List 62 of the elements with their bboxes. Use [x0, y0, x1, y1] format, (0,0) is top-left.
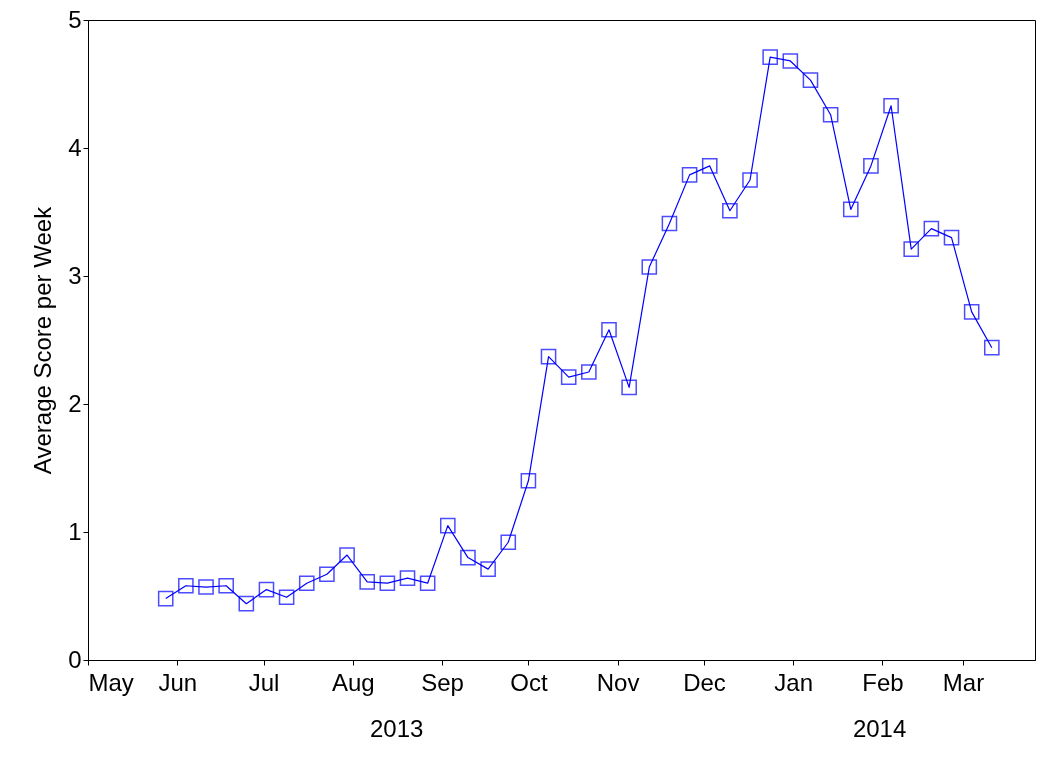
point [399, 570, 416, 586]
x-tick-label: Mar [942, 668, 985, 696]
x-tick-label: Aug [331, 668, 375, 696]
x-tick-label: Oct [510, 668, 548, 696]
point [601, 321, 617, 338]
y-tick-label: 0 [68, 645, 82, 673]
point [298, 575, 315, 592]
x-tick-label: Jun [158, 668, 198, 696]
point [379, 575, 396, 592]
point [439, 517, 456, 534]
point [339, 547, 355, 563]
text: 2014 [852, 715, 907, 742]
point [883, 97, 899, 114]
point [480, 561, 496, 577]
point [198, 579, 214, 595]
point [278, 589, 295, 606]
y-tick-label: 2 [68, 389, 82, 417]
x-tick-label: Jan [774, 668, 814, 696]
point [581, 364, 597, 380]
point [258, 581, 275, 598]
point [742, 172, 758, 188]
y-tick-label: 1 [68, 517, 82, 545]
y-tick-label: 5 [68, 5, 82, 33]
x-tick-label: Sep [421, 668, 464, 696]
point [923, 220, 940, 237]
y-tick-label: 3 [68, 261, 82, 289]
y-axis-title: Average Score per Week [29, 205, 57, 475]
point [238, 595, 255, 612]
point [500, 534, 517, 551]
point [762, 49, 779, 65]
point [943, 229, 960, 246]
point [520, 472, 537, 489]
point [822, 106, 839, 123]
text: 2013 [370, 715, 424, 742]
point [802, 72, 819, 88]
y-tick-label: 4 [68, 133, 82, 161]
x-tick-label: Dec [683, 668, 726, 696]
x-tick-label: Feb [862, 668, 904, 696]
point [419, 575, 436, 592]
point [621, 379, 637, 396]
point [984, 339, 1000, 356]
x-tick-label: Nov [596, 668, 640, 696]
point [963, 304, 980, 320]
point [701, 158, 718, 174]
point [460, 549, 476, 566]
x-tick-label: May [88, 668, 134, 696]
point [722, 202, 738, 219]
point [560, 369, 577, 385]
point [863, 158, 879, 174]
point [540, 348, 557, 365]
point [782, 53, 799, 69]
point [178, 577, 194, 594]
point [661, 215, 678, 232]
point [641, 259, 658, 275]
point [681, 167, 698, 183]
x-tick-label: Jul [248, 668, 280, 696]
point [359, 574, 376, 590]
point [842, 201, 859, 218]
point [319, 566, 335, 583]
point [903, 241, 920, 257]
point [157, 590, 174, 607]
point [218, 577, 234, 594]
